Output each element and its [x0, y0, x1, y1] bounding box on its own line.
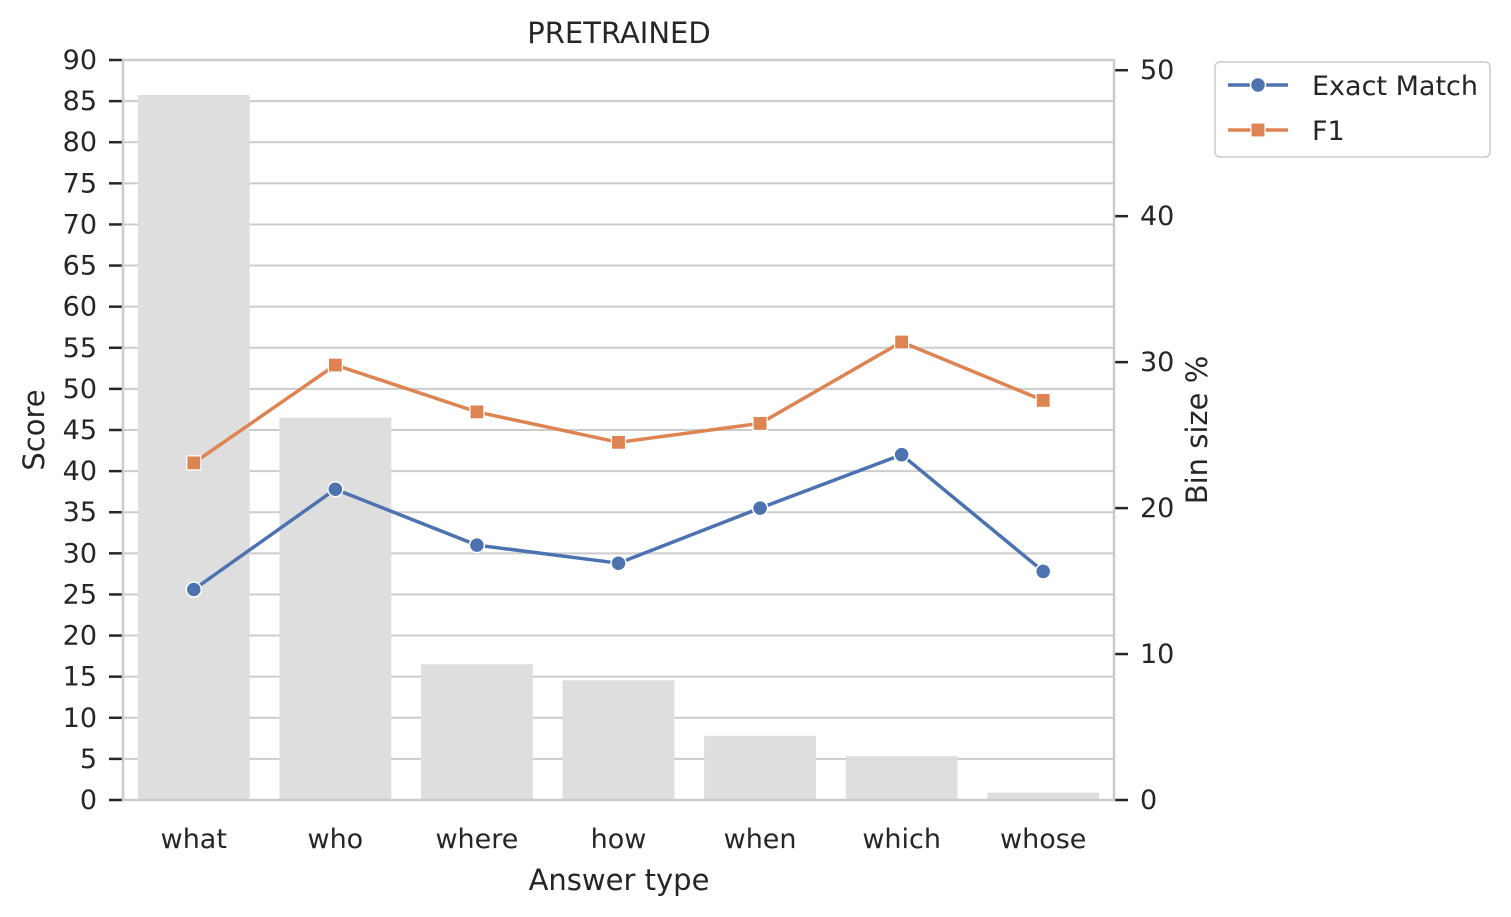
x-tick-label-where: where: [435, 824, 518, 855]
point-exact-match-how: [610, 554, 627, 572]
point-f1-which: [894, 334, 910, 350]
point-f1-what: [186, 455, 202, 471]
y-tick-label: 50: [63, 374, 97, 405]
bar-how: [562, 680, 675, 800]
point-exact-match-when: [751, 499, 769, 517]
y-tick-label: 90: [63, 45, 97, 76]
y-axis-title: Score: [17, 389, 51, 470]
y2-tick-label: 20: [1140, 493, 1174, 524]
x-tick-label-whose: whose: [1000, 824, 1086, 855]
y-tick-label: 40: [63, 456, 97, 487]
y2-tick-label: 40: [1140, 201, 1174, 232]
point-f1-how: [610, 434, 627, 450]
y-tick-label: 80: [63, 127, 97, 158]
y-tick-label: 25: [63, 579, 97, 610]
point-f1-who: [327, 357, 343, 373]
y-tick-label: 75: [63, 168, 97, 199]
axes: 0 5 10 15 20 25 30 35 40 45 50 55 60 65 70 75 80 85 90 0 10 2…: [63, 45, 1175, 855]
y2-tick-label: 50: [1140, 55, 1174, 86]
y2-tick-label: 10: [1140, 639, 1174, 670]
bar-which: [845, 756, 958, 800]
x-axis-title: Answer type: [529, 863, 710, 897]
y2-tick-label: 30: [1140, 347, 1174, 378]
y-tick-label: 55: [63, 333, 97, 364]
point-exact-match-what: [185, 581, 203, 598]
y-tick-label: 0: [80, 785, 97, 816]
y-tick-label: 85: [63, 86, 97, 117]
point-exact-match-where: [468, 536, 486, 554]
y-tick-label: 60: [63, 292, 97, 323]
legend-label-f1: F1: [1312, 116, 1345, 147]
y-tick-label: 30: [63, 538, 97, 569]
legend-label-exact-match: Exact Match: [1312, 71, 1478, 102]
y-tick-label: 70: [63, 209, 97, 240]
chart-title: PRETRAINED: [527, 16, 710, 50]
score-lines: [185, 334, 1052, 598]
y2-tick-label: 0: [1140, 785, 1157, 816]
bar-what: [137, 95, 250, 800]
x-tick-label-when: when: [724, 824, 797, 855]
x-tick-label-what: what: [161, 824, 227, 855]
y-tick-label: 10: [63, 703, 97, 734]
bar-who: [279, 417, 392, 800]
point-f1-where: [469, 404, 485, 420]
point-f1-when: [752, 415, 768, 432]
legend: Exact Match F1: [1214, 61, 1491, 158]
plot-frame: [121, 58, 1116, 802]
point-exact-match-whose: [1034, 563, 1052, 580]
y-tick-label: 35: [63, 497, 97, 528]
x-tick-label-who: who: [307, 824, 363, 855]
bar-when: [704, 735, 816, 800]
y-tick-label: 20: [63, 621, 97, 652]
y2-axis-title: Bin size %: [1180, 356, 1214, 505]
bar-where: [421, 664, 533, 800]
y-tick-label: 45: [63, 415, 97, 446]
point-f1-whose: [1035, 392, 1051, 408]
point-exact-match-who: [327, 480, 344, 498]
x-tick-label-how: how: [591, 824, 647, 855]
bar-whose: [987, 792, 1100, 800]
y-tick-label: 5: [80, 744, 97, 775]
y-tick-label: 65: [63, 251, 97, 282]
legend-marker-exact-match: [1249, 76, 1267, 94]
legend-marker-f1: [1250, 122, 1266, 138]
point-exact-match-which: [893, 446, 910, 463]
x-tick-label-which: which: [862, 824, 941, 855]
y-tick-label: 15: [63, 662, 97, 693]
